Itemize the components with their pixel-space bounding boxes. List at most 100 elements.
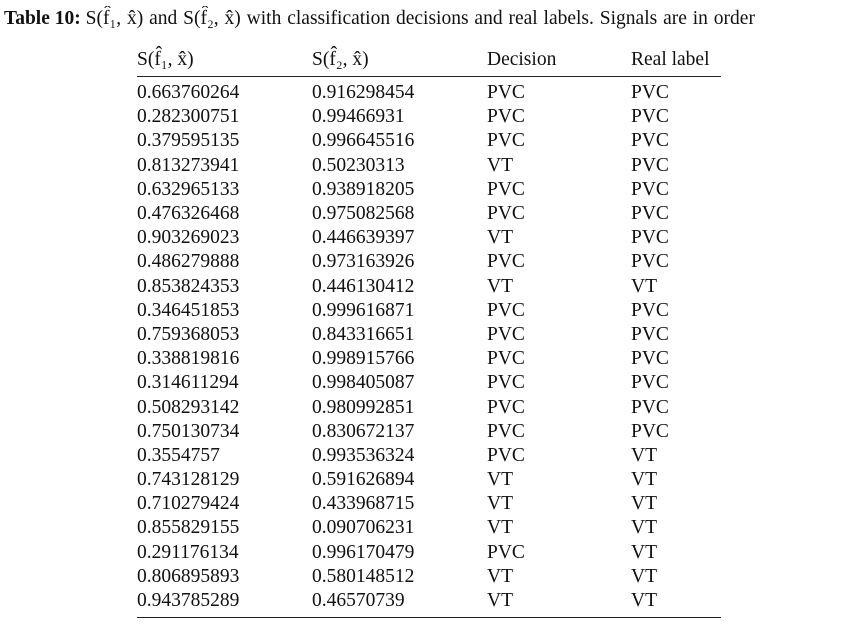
table-row: 0.314611294 0.998405087 PVC PVC [137, 371, 721, 395]
cell-s-f1: 0.486279888 [137, 251, 240, 273]
cell-s-f1: 0.282300751 [137, 106, 240, 128]
cell-real-label: VT [631, 493, 657, 515]
caption-label: Table 10: [4, 8, 81, 29]
cell-s-f2: 0.916298454 [312, 82, 415, 104]
cell-s-f1: 0.476326468 [137, 203, 240, 225]
cell-s-f1: 0.710279424 [137, 493, 240, 515]
caption-text: S(f̂₁, x̂) and S(f̂₂, x̂) with classific… [85, 8, 755, 29]
cell-real-label: VT [631, 275, 657, 297]
table-row: 0.743128129 0.591626894 VT VT [137, 468, 721, 492]
cell-decision: PVC [487, 444, 525, 466]
table-row: 0.853824353 0.446130412 VT VT [137, 275, 721, 299]
cell-s-f2: 0.998405087 [312, 372, 415, 394]
cell-s-f1: 0.750130734 [137, 420, 240, 442]
cell-real-label: VT [631, 588, 721, 619]
cell-real-label: PVC [631, 82, 669, 104]
cell-s-f1: 0.346451853 [137, 299, 240, 321]
cell-s-f2: 0.50230313 [312, 154, 405, 176]
cell-s-f2: 0.999616871 [312, 299, 415, 321]
cell-real-label: PVC [631, 178, 669, 200]
cell-s-f1: 0.508293142 [137, 396, 240, 418]
cell-real-label: PVC [631, 106, 669, 128]
cell-s-f1: 0.853824353 [137, 275, 240, 297]
cell-s-f1: 0.903269023 [137, 227, 240, 249]
cell-decision: VT [487, 469, 513, 491]
table-row: 0.282300751 0.99466931 PVC PVC [137, 105, 721, 129]
cell-decision: VT [487, 275, 513, 297]
header-s-f1: S(f̂₁, x̂) [137, 44, 312, 77]
cell-decision: PVC [487, 420, 525, 442]
cell-real-label: PVC [631, 299, 669, 321]
results-table: S(f̂₁, x̂) S(f̂₂, x̂) Decision Real labe… [137, 44, 721, 619]
results-table-container: S(f̂₁, x̂) S(f̂₂, x̂) Decision Real labe… [137, 44, 721, 619]
cell-s-f2: 0.980992851 [312, 396, 415, 418]
cell-decision: PVC [487, 348, 525, 370]
cell-decision: PVC [487, 323, 525, 345]
cell-decision: VT [487, 493, 513, 515]
cell-real-label: PVC [631, 203, 669, 225]
table-row: 0.632965133 0.938918205 PVC PVC [137, 178, 721, 202]
header-decision: Decision [487, 44, 631, 77]
cell-real-label: VT [631, 444, 657, 466]
table-row: 0.750130734 0.830672137 PVC PVC [137, 420, 721, 444]
cell-real-label: VT [631, 541, 657, 563]
cell-s-f2: 0.996645516 [312, 130, 415, 152]
table-row: 0.379595135 0.996645516 PVC PVC [137, 129, 721, 153]
cell-real-label: PVC [631, 420, 669, 442]
cell-s-f2: 0.433968715 [312, 493, 415, 515]
cell-decision: PVC [487, 130, 525, 152]
cell-real-label: PVC [631, 227, 669, 249]
cell-decision: VT [487, 517, 513, 539]
table-row: 0.855829155 0.090706231 VT VT [137, 516, 721, 540]
cell-s-f2: 0.99466931 [312, 106, 405, 128]
cell-s-f1: 0.291176134 [137, 541, 239, 563]
cell-s-f2: 0.446639397 [312, 227, 415, 249]
cell-decision: VT [487, 588, 631, 619]
cell-decision: PVC [487, 299, 525, 321]
cell-decision: VT [487, 227, 513, 249]
cell-s-f1: 0.813273941 [137, 154, 240, 176]
cell-s-f1: 0.806895893 [137, 565, 240, 587]
table-row: 0.759368053 0.843316651 PVC PVC [137, 323, 721, 347]
cell-s-f2: 0.998915766 [312, 348, 415, 370]
table-row: 0.476326468 0.975082568 PVC PVC [137, 202, 721, 226]
cell-s-f1: 0.314611294 [137, 372, 239, 394]
cell-real-label: VT [631, 517, 657, 539]
cell-real-label: PVC [631, 396, 669, 418]
table-row: 0.486279888 0.973163926 PVC PVC [137, 250, 721, 274]
cell-decision: PVC [487, 178, 525, 200]
table-row: 0.3554757 0.993536324 PVC VT [137, 444, 721, 468]
cell-decision: PVC [487, 541, 525, 563]
cell-s-f1: 0.379595135 [137, 130, 240, 152]
cell-decision: PVC [487, 82, 525, 104]
cell-s-f2: 0.843316651 [312, 323, 415, 345]
cell-s-f2: 0.973163926 [312, 251, 415, 273]
cell-s-f2: 0.938918205 [312, 178, 415, 200]
cell-decision: PVC [487, 251, 525, 273]
cell-s-f2: 0.975082568 [312, 203, 415, 225]
cell-s-f1: 0.338819816 [137, 348, 240, 370]
cell-s-f1: 0.855829155 [137, 517, 240, 539]
table-row: 0.903269023 0.446639397 VT PVC [137, 226, 721, 250]
cell-s-f1: 0.943785289 [137, 588, 312, 619]
table-caption: Table 10: S(f̂₁, x̂) and S(f̂₂, x̂) with… [4, 6, 856, 32]
table-row: 0.508293142 0.980992851 PVC PVC [137, 395, 721, 419]
cell-s-f2: 0.090706231 [312, 517, 415, 539]
table-header: S(f̂₁, x̂) S(f̂₂, x̂) Decision Real labe… [137, 44, 721, 77]
cell-real-label: PVC [631, 251, 669, 273]
cell-real-label: PVC [631, 348, 669, 370]
table-row: 0.663760264 0.916298454 PVC PVC [137, 77, 721, 106]
cell-decision: PVC [487, 203, 525, 225]
table-body: 0.663760264 0.916298454 PVC PVC 0.282300751 0… [137, 77, 721, 619]
table-row: 0.943785289 0.46570739 VT VT [137, 588, 721, 619]
cell-real-label: PVC [631, 130, 669, 152]
cell-s-f1: 0.3554757 [137, 444, 220, 466]
cell-decision: PVC [487, 106, 525, 128]
cell-s-f1: 0.759368053 [137, 323, 240, 345]
cell-decision: PVC [487, 396, 525, 418]
header-real-label: Real label [631, 44, 721, 77]
table-row: 0.346451853 0.999616871 PVC PVC [137, 299, 721, 323]
cell-s-f2: 0.830672137 [312, 420, 415, 442]
cell-s-f1: 0.632965133 [137, 178, 240, 200]
cell-s-f1: 0.663760264 [137, 82, 240, 104]
